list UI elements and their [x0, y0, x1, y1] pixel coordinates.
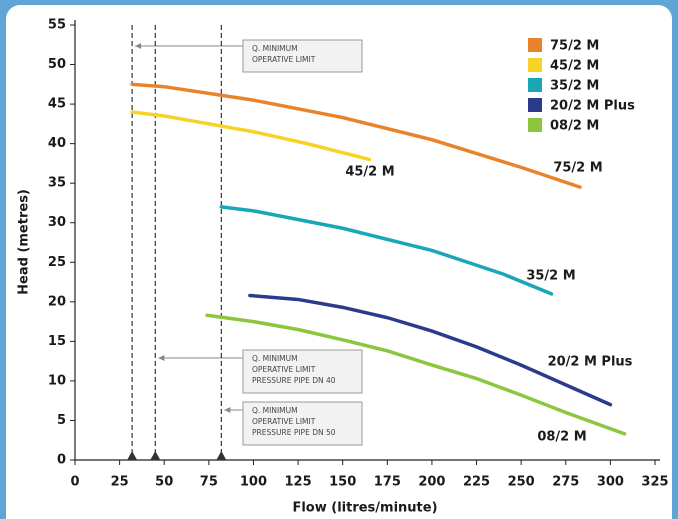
y-tick-label: 20	[48, 294, 66, 309]
x-tick-label: 125	[285, 475, 312, 490]
annotation-text: Q. MINIMUM	[252, 354, 298, 363]
y-axis-label: Head (metres)	[17, 189, 32, 295]
y-tick-label: 0	[57, 453, 66, 468]
y-tick-label: 55	[48, 18, 66, 33]
annotation-text: Q. MINIMUM	[252, 406, 298, 415]
x-tick-label: 325	[641, 475, 668, 490]
y-tick-label: 40	[48, 136, 66, 151]
series-line	[248, 293, 613, 407]
limit-marker	[150, 451, 161, 460]
y-tick-label: 30	[48, 215, 66, 230]
legend-swatch	[528, 58, 542, 72]
annotation-text: OPERATIVE LIMIT	[252, 365, 316, 374]
x-tick-label: 250	[508, 475, 535, 490]
series-line	[130, 110, 372, 162]
series-line	[205, 313, 627, 436]
limit-marker	[127, 451, 138, 460]
legend-swatch	[528, 38, 542, 52]
annotation-text: PRESSURE PIPE DN 40	[252, 376, 336, 385]
annotation-text: OPERATIVE LIMIT	[252, 55, 316, 64]
x-tick-label: 300	[597, 475, 624, 490]
legend-label: 20/2 M Plus	[550, 99, 635, 114]
legend-swatch	[528, 118, 542, 132]
y-tick-label: 35	[48, 176, 66, 191]
legend-label: 08/2 M	[550, 119, 599, 134]
x-tick-label: 150	[329, 475, 356, 490]
series-end-label: 20/2 M Plus	[548, 355, 633, 370]
limit-marker	[216, 451, 227, 460]
arrow-head	[135, 43, 142, 49]
legend-label: 45/2 M	[550, 59, 599, 74]
x-tick-label: 175	[374, 475, 401, 490]
annotation-box	[242, 401, 363, 446]
annotation-box	[242, 349, 363, 394]
annotation-box	[242, 39, 363, 73]
series-end-label: 75/2 M	[553, 161, 602, 176]
annotation-text: Q. MINIMUM	[252, 44, 298, 53]
y-tick-label: 50	[48, 57, 66, 72]
legend-swatch	[528, 98, 542, 112]
y-tick-label: 10	[48, 373, 66, 388]
series-end-label: 45/2 M	[345, 165, 394, 180]
series-line	[130, 82, 582, 189]
y-tick-label: 5	[57, 413, 66, 428]
annotation-text: PRESSURE PIPE DN 50	[252, 428, 336, 437]
series-line	[219, 205, 554, 296]
y-tick-label: 25	[48, 255, 66, 270]
x-tick-label: 275	[552, 475, 579, 490]
x-tick-label: 225	[463, 475, 490, 490]
x-axis-label: Flow (litres/minute)	[292, 501, 437, 516]
x-tick-label: 25	[111, 475, 129, 490]
x-tick-label: 100	[240, 475, 267, 490]
x-tick-label: 50	[155, 475, 173, 490]
series-end-label: 08/2 M	[537, 430, 586, 445]
x-tick-label: 200	[418, 475, 445, 490]
annotation-text: OPERATIVE LIMIT	[252, 417, 316, 426]
x-tick-label: 75	[200, 475, 218, 490]
y-tick-label: 15	[48, 334, 66, 349]
y-tick-label: 45	[48, 97, 66, 112]
legend-swatch	[528, 78, 542, 92]
x-tick-label: 0	[70, 475, 79, 490]
arrow-head	[224, 407, 231, 413]
legend-label: 75/2 M	[550, 39, 599, 54]
series-end-label: 35/2 M	[526, 269, 575, 284]
legend-label: 35/2 M	[550, 79, 599, 94]
arrow-head	[158, 355, 165, 361]
